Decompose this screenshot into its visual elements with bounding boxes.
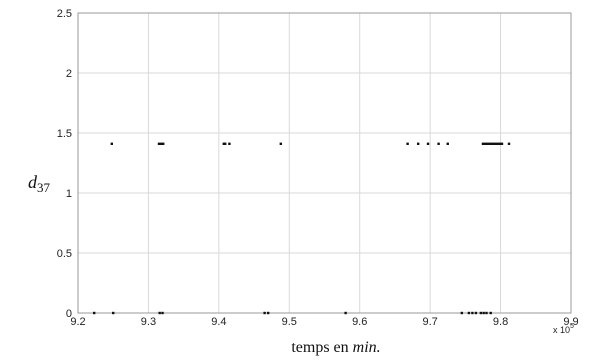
data-point: [489, 311, 492, 315]
data-point: [498, 142, 502, 145]
data-point: [496, 142, 499, 145]
x-tick-label: 9.8: [493, 316, 508, 328]
data-point: [222, 142, 225, 145]
x-tick-labels: 9.2 9.3 9.4 9.5 9.6 9.7 9.8 9.9: [70, 316, 578, 328]
data-point: [92, 311, 96, 315]
x-tick-label: 9.6: [352, 316, 367, 328]
data-point: [406, 142, 409, 145]
data-point: [488, 142, 491, 145]
data-point: [263, 311, 266, 315]
x-axis-multiplier: x 105: [553, 323, 574, 335]
data-point: [437, 142, 440, 145]
data-point: [110, 142, 114, 145]
x-tick-label: 9.4: [211, 316, 226, 328]
x-tick-label: 9.5: [282, 316, 297, 328]
y-axis-label: d37: [28, 172, 51, 195]
data-point: [479, 311, 483, 315]
x-tick-label: 9.7: [422, 316, 437, 328]
data-point: [446, 142, 449, 145]
y-tick-label: 0: [66, 308, 72, 320]
data-point: [500, 142, 504, 145]
data-points: [92, 142, 511, 315]
x-tick-label: 9.9: [563, 316, 578, 328]
data-point: [228, 142, 231, 145]
data-point: [159, 142, 163, 145]
data-point: [266, 311, 270, 315]
y-tick-label: 1: [66, 188, 72, 200]
y-tick-label: 1.5: [57, 128, 72, 140]
data-point: [471, 311, 474, 315]
data-point: [426, 142, 430, 145]
y-tick-label: 2.5: [57, 8, 72, 20]
data-point: [494, 142, 497, 145]
data-point: [112, 311, 115, 315]
data-point: [485, 142, 489, 145]
data-point: [223, 142, 227, 145]
data-point: [507, 142, 511, 145]
data-point: [157, 142, 161, 145]
data-point: [416, 142, 420, 145]
x-tick-label: 9.3: [141, 316, 156, 328]
y-tick-label: 2: [66, 68, 72, 80]
data-point: [162, 142, 165, 145]
x-axis-label: temps en min.: [291, 339, 380, 356]
y-tick-labels: 0 0.5 1 1.5 2 2.5: [57, 8, 72, 320]
data-point: [467, 311, 471, 315]
data-point: [460, 311, 464, 315]
data-point: [492, 142, 495, 145]
data-point: [482, 311, 485, 315]
data-point: [344, 311, 347, 315]
data-point: [490, 142, 493, 145]
data-point: [481, 142, 485, 145]
y-tick-label: 0.5: [57, 248, 72, 260]
plot-frame: [77, 12, 572, 314]
grid-layer: [77, 12, 572, 314]
data-point: [483, 142, 487, 145]
data-point: [485, 311, 488, 315]
data-point: [279, 142, 283, 145]
data-point: [474, 311, 478, 315]
data-point: [161, 311, 164, 315]
x-tick-label: 9.2: [70, 316, 85, 328]
data-point: [158, 311, 161, 315]
